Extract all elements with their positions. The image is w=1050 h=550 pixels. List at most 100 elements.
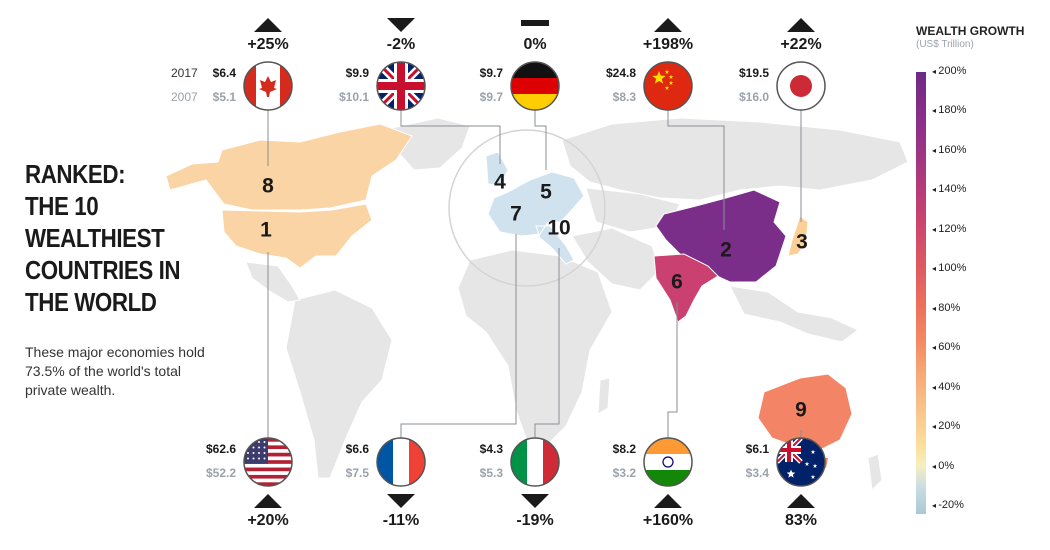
central-america-shape	[245, 261, 301, 303]
germany-flag-icon	[510, 61, 560, 111]
title-line: WEALTHIEST	[25, 223, 165, 253]
arrow-down-icon	[387, 18, 415, 32]
legend-tick: 160%	[932, 144, 966, 156]
value-2007: $52.2	[205, 466, 236, 480]
uk-flag-icon	[376, 61, 426, 111]
value-2007: $5.1	[212, 90, 236, 104]
connector-line	[534, 110, 547, 170]
value-2017: $62.6	[205, 442, 236, 456]
rank-number: 3	[796, 231, 808, 254]
value-2007: $10.1	[338, 90, 369, 104]
legend-subtitle: (US$ Trillion)	[916, 39, 974, 50]
rank-number: 6	[671, 271, 683, 294]
legend-tick: 140%	[932, 183, 966, 195]
value-2017: $9.9	[345, 66, 369, 80]
title-line: THE 10	[25, 191, 99, 221]
growth-percent: +22%	[780, 36, 822, 53]
title-line: COUNTRIES IN	[25, 255, 181, 285]
rank-number: 10	[547, 217, 570, 240]
arrow-up-icon	[787, 18, 815, 32]
china-flag-icon	[643, 61, 693, 111]
australia-flag-icon	[776, 437, 826, 487]
growth-percent: -11%	[382, 512, 420, 529]
connector-line	[667, 110, 725, 230]
france-flag-icon	[376, 437, 426, 487]
southeast-asia-shape	[729, 285, 859, 343]
rank-number: 5	[540, 181, 552, 204]
value-2007: $8.3	[612, 90, 636, 104]
rank-number: 2	[720, 239, 732, 262]
title-line: RANKED:	[25, 159, 126, 189]
growth-percent: +160%	[642, 512, 694, 529]
rank-number: 9	[795, 399, 807, 422]
europe-region	[485, 151, 585, 265]
connector-lines	[267, 110, 802, 438]
arrow-down-icon	[387, 494, 415, 508]
growth-percent: 0%	[523, 36, 547, 53]
legend-tick: 0%	[932, 460, 954, 472]
page-title: RANKED: THE 10 WEALTHIEST COUNTRIES IN T…	[25, 158, 235, 318]
value-2017: $19.5	[738, 66, 769, 80]
arrow-up-icon	[254, 494, 282, 508]
value-2007: $9.7	[479, 90, 503, 104]
australia-region	[757, 373, 853, 453]
flags	[243, 61, 826, 487]
world-land	[245, 117, 909, 492]
rank-number: 4	[494, 171, 506, 194]
connector-line	[667, 302, 678, 438]
legend-tick: 200%	[932, 65, 966, 77]
subtitle-text: These major economies hold 73.5% of the …	[25, 344, 205, 398]
value-2017: $6.1	[745, 442, 769, 456]
legend-tick: 80%	[932, 302, 960, 314]
value-2007: $7.5	[345, 466, 369, 480]
india-region	[653, 253, 719, 323]
growth-percent: +20%	[247, 512, 289, 529]
arrow-up-icon	[254, 18, 282, 32]
year-label-current: 2017	[171, 66, 198, 80]
europe-highlight-ring	[448, 129, 606, 287]
legend-tick: 40%	[932, 381, 960, 393]
connector-line	[400, 110, 501, 164]
value-2017: $24.8	[605, 66, 636, 80]
arrow-up-icon	[787, 494, 815, 508]
us-canada-region	[165, 123, 413, 269]
italy-flag-icon	[510, 437, 560, 487]
value-2017: $9.7	[479, 66, 503, 80]
value-2017: $6.6	[345, 442, 369, 456]
legend-color-scale	[916, 72, 926, 514]
arrow-down-icon	[521, 494, 549, 508]
arrow-up-icon	[654, 494, 682, 508]
value-2007: $16.0	[738, 90, 769, 104]
value-2007: $3.2	[612, 466, 636, 480]
year-label-previous: 2007	[171, 90, 198, 104]
connector-line	[534, 248, 560, 438]
growth-percent: +198%	[642, 36, 694, 53]
value-2017: $6.4	[212, 66, 236, 80]
arrow-up-icon	[654, 18, 682, 32]
growth-percent: 83%	[784, 512, 818, 529]
title-line: THE WORLD	[25, 287, 157, 317]
legend-tick: -20%	[932, 499, 964, 511]
madagascar-shape	[597, 377, 611, 415]
japan-flag-icon	[776, 61, 826, 111]
rank-number: 7	[510, 203, 522, 226]
russia-shape	[561, 117, 909, 201]
middle-east-shape	[571, 227, 661, 291]
legend-tick: 60%	[932, 341, 960, 353]
legend-tick: 120%	[932, 223, 966, 235]
rank-number: 1	[260, 219, 272, 242]
rank-number: 8	[262, 175, 274, 198]
value-2017: $8.2	[612, 442, 636, 456]
africa-shape	[457, 249, 613, 447]
legend-tick: 100%	[932, 262, 966, 274]
value-2007: $3.4	[745, 466, 769, 480]
south-america-shape	[285, 289, 393, 479]
connector-line	[400, 234, 517, 438]
growth-percent: -19%	[516, 512, 554, 529]
greenland-shape	[391, 117, 471, 171]
value-2017: $4.3	[479, 442, 503, 456]
legend-title: WEALTH GROWTH	[916, 24, 1025, 38]
growth-percent: -2%	[386, 36, 416, 53]
